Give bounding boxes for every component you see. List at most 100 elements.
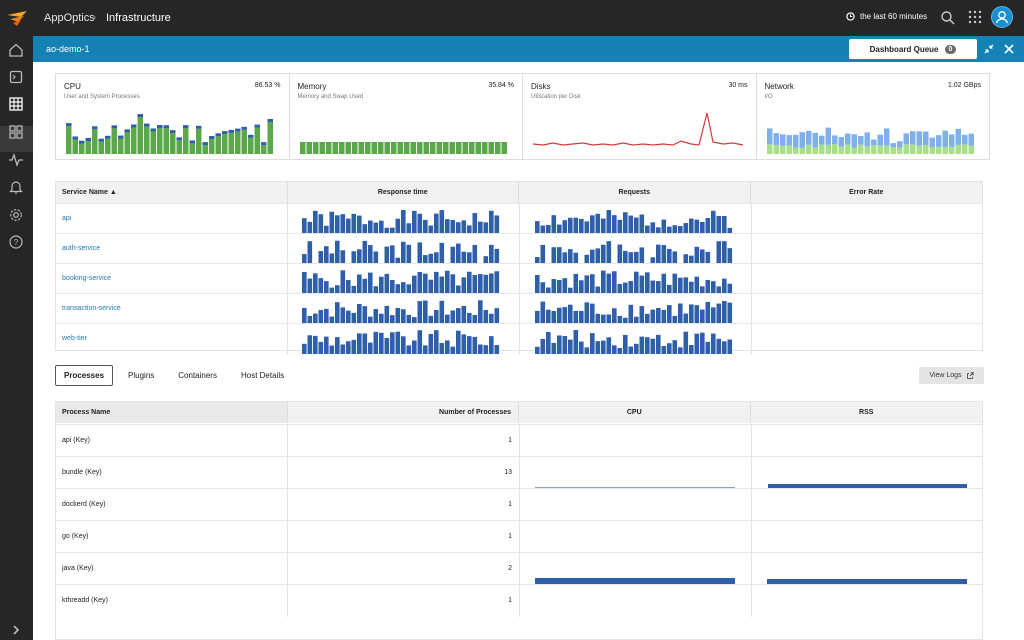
disks-card[interactable]: Disks Utilization per Disk 30 ms	[523, 74, 757, 159]
column-rss[interactable]: RSS	[859, 409, 874, 416]
service-name-link[interactable]: transaction-service	[62, 305, 121, 312]
sparkline-bar	[716, 303, 722, 324]
home-icon[interactable]	[8, 42, 24, 58]
sparkline-bar	[683, 223, 689, 234]
service-name-link[interactable]: booking-service	[62, 275, 112, 282]
search-icon[interactable]	[940, 10, 956, 26]
process-row[interactable]: kthreadd (Key) 1	[56, 584, 982, 617]
network-bar-out	[818, 135, 824, 145]
service-name-link[interactable]: api	[62, 215, 72, 222]
network-bar-in	[825, 144, 831, 154]
sparkline-bar	[324, 225, 329, 234]
services-table-header: Service Name ▲ Response time Requests Er…	[56, 182, 982, 203]
process-row[interactable]: api (Key) 1	[56, 424, 982, 457]
sparkline-bar	[727, 227, 733, 234]
service-name-link[interactable]: web-tier	[62, 335, 87, 342]
infrastructure-grid-icon[interactable]	[8, 96, 24, 112]
memory-bar	[442, 142, 448, 154]
memory-bar	[494, 142, 500, 154]
process-row[interactable]: dockerd (Key) 1	[56, 488, 982, 521]
cpu-bar	[72, 139, 78, 154]
sparkline-bar	[406, 284, 412, 294]
column-process-name[interactable]: Process Name	[56, 402, 288, 423]
collapse-icon[interactable]	[983, 43, 995, 55]
column-divider	[751, 204, 752, 234]
metrics-pulse-icon[interactable]	[8, 152, 24, 168]
logs-icon[interactable]	[8, 69, 24, 85]
sparkline-bar	[595, 341, 601, 354]
service-row[interactable]: transaction-service	[56, 293, 982, 324]
service-row[interactable]: auth-service	[56, 233, 982, 264]
sparkline-bar	[661, 346, 667, 354]
sparkline-bar	[445, 270, 450, 294]
column-divider	[287, 234, 288, 264]
memory-card[interactable]: Memory Memory and Swap Used 35.84 %	[290, 74, 523, 159]
breadcrumb-infrastructure[interactable]: Infrastructure	[106, 12, 171, 24]
network-bar-in	[805, 144, 811, 154]
sparkline-bar	[584, 347, 590, 354]
column-cpu[interactable]: CPU	[519, 402, 751, 423]
sparkline-bar	[489, 244, 494, 264]
sparkline-bar	[379, 332, 384, 354]
tab-host-details[interactable]: Host Details	[240, 371, 285, 380]
sparkline-bar	[494, 215, 500, 234]
sparkline-bar	[645, 337, 650, 354]
time-range-picker[interactable]: the last 60 minutes	[846, 12, 927, 21]
network-bar-out	[929, 137, 935, 148]
sparkline-bar	[590, 303, 595, 324]
cpu-bar-top	[183, 125, 189, 129]
help-icon[interactable]: ?	[8, 234, 24, 250]
sparkline-bar	[683, 313, 689, 324]
settings-gear-icon[interactable]	[8, 207, 24, 223]
service-row[interactable]: booking-service	[56, 263, 982, 294]
alerts-bell-icon[interactable]	[8, 179, 24, 195]
tab-containers[interactable]: Containers	[178, 371, 217, 380]
cpu-bar-top	[111, 125, 117, 129]
sparkline-bar	[401, 282, 406, 294]
time-range-label: the last 60 minutes	[860, 12, 928, 21]
process-row[interactable]: go (Key) 1	[56, 520, 982, 553]
dashboards-icon[interactable]	[8, 124, 24, 140]
memory-bar	[319, 142, 325, 154]
cpu-bar	[131, 127, 137, 154]
column-number-of-processes[interactable]: Number of Processes	[288, 402, 520, 423]
sparkline-bar	[562, 220, 568, 234]
column-divider	[751, 324, 752, 354]
close-icon[interactable]	[1003, 43, 1015, 55]
user-avatar[interactable]	[991, 6, 1013, 28]
app-name[interactable]: AppOptics	[44, 12, 95, 24]
service-name-link[interactable]: auth-service	[62, 245, 101, 252]
sparkline-bar	[434, 252, 439, 264]
sparkline-bar	[346, 341, 351, 354]
network-bar-out	[890, 143, 896, 148]
network-card[interactable]: Network I/O 1.02 GBps	[757, 74, 990, 159]
process-row[interactable]: bundle (Key) 13	[56, 456, 982, 489]
processes-table: Process Name Number of Processes CPU RSS…	[55, 401, 983, 640]
dashboard-queue-button[interactable]: Dashboard Queue 0	[849, 39, 977, 59]
tab-plugins[interactable]: Plugins	[128, 371, 155, 380]
process-row[interactable]: java (Key) 2	[56, 552, 982, 585]
cpu-card[interactable]: CPU User and System Processes 86.53 %	[56, 74, 290, 159]
sparkline-bar	[390, 332, 395, 354]
column-divider	[287, 324, 288, 354]
service-row[interactable]: api	[56, 203, 982, 234]
column-divider	[287, 553, 288, 585]
memory-bar	[481, 142, 487, 154]
dashboard-queue-label: Dashboard Queue	[869, 44, 939, 54]
solarwinds-logo-icon[interactable]	[6, 8, 28, 28]
cpu-bar-top	[92, 126, 98, 130]
expand-sidebar-chevron-icon[interactable]	[8, 622, 24, 638]
sparkline-bar	[639, 306, 645, 324]
memory-title: Memory	[297, 82, 327, 91]
tab-processes[interactable]: Processes	[55, 365, 114, 386]
svg-text:?: ?	[14, 238, 19, 247]
column-service-name[interactable]: Service Name ▲	[56, 182, 288, 203]
requests-sparkline	[535, 330, 733, 354]
sparkline-bar	[700, 286, 705, 294]
apps-grid-icon[interactable]	[968, 10, 982, 24]
sparkline-bar	[568, 304, 573, 324]
view-logs-button[interactable]: View Logs	[919, 367, 984, 384]
service-row[interactable]: web-tier	[56, 323, 982, 354]
sparkline-bar	[683, 277, 689, 294]
sparkline-bar	[601, 244, 606, 264]
